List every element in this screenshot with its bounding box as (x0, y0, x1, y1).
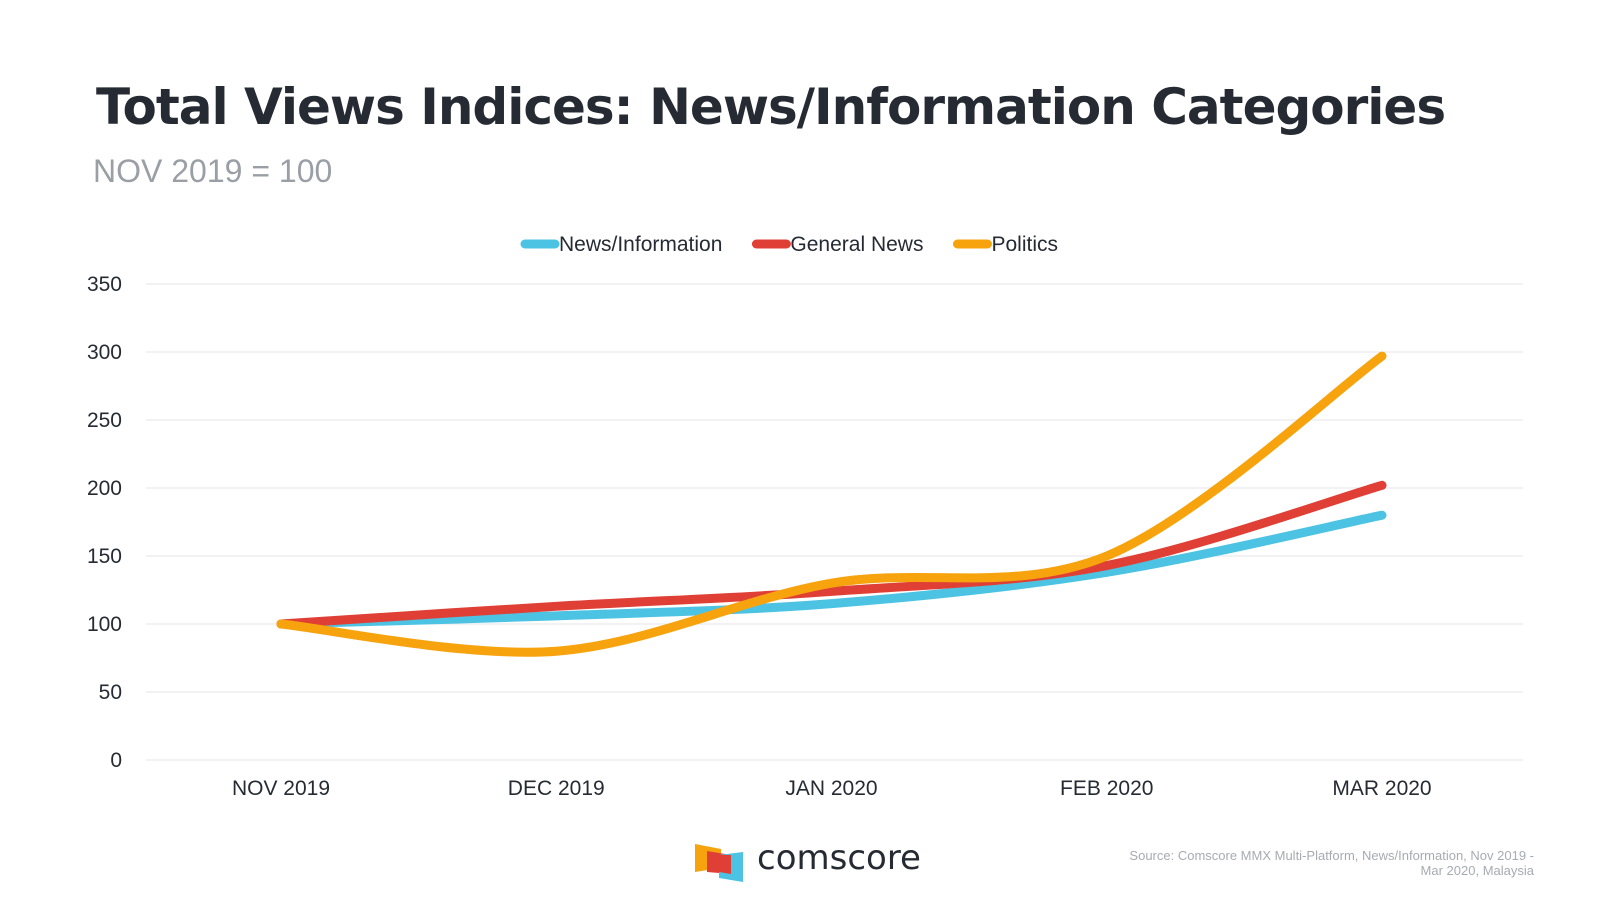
line-chart: 0 50 100 150 200 250 300 350 NOV 2019 DEC 2019 JA… (87, 233, 1523, 800)
series-line-1 (276, 480, 1387, 629)
source-note: Source: Comscore MMX Multi-Platform, New… (1054, 848, 1534, 878)
chart-subtitle: NOV 2019 = 100 (93, 153, 333, 189)
y-tick-label: 300 (87, 341, 122, 364)
y-tick-label: 150 (87, 545, 122, 568)
y-tick-label: 0 (110, 749, 122, 772)
y-tick-label: 100 (87, 613, 122, 636)
brand-name: comscore (757, 838, 921, 878)
y-tick-label: 250 (87, 409, 122, 432)
legend-label: General News (790, 233, 923, 256)
y-tick-label: 350 (87, 273, 122, 296)
x-tick-label: MAR 2020 (1332, 777, 1431, 800)
source-line-1: Source: Comscore MMX Multi-Platform, New… (1129, 848, 1534, 863)
legend-label: Politics (991, 233, 1058, 256)
x-tick-label: DEC 2019 (508, 777, 605, 800)
y-tick-label: 50 (99, 681, 122, 704)
x-tick-label: JAN 2020 (785, 777, 877, 800)
x-tick-label: FEB 2020 (1060, 777, 1153, 800)
series-line-2 (276, 351, 1387, 657)
y-tick-label: 200 (87, 477, 122, 500)
legend: News/Information General News Politics (520, 233, 1058, 256)
legend-label: News/Information (559, 233, 722, 256)
chart-title: Total Views Indices: News/Information Ca… (96, 78, 1446, 136)
series-line-0 (276, 510, 1387, 629)
y-axis-ticks: 0 50 100 150 200 250 300 350 (87, 273, 122, 772)
source-line-2: Mar 2020, Malaysia (1420, 863, 1534, 878)
comscore-logo-icon (695, 844, 743, 882)
series-lines (276, 351, 1387, 657)
x-axis-ticks: NOV 2019 DEC 2019 JAN 2020 FEB 2020 MAR 2020 (232, 777, 1432, 800)
x-tick-label: NOV 2019 (232, 777, 330, 800)
gridlines (146, 283, 1523, 761)
